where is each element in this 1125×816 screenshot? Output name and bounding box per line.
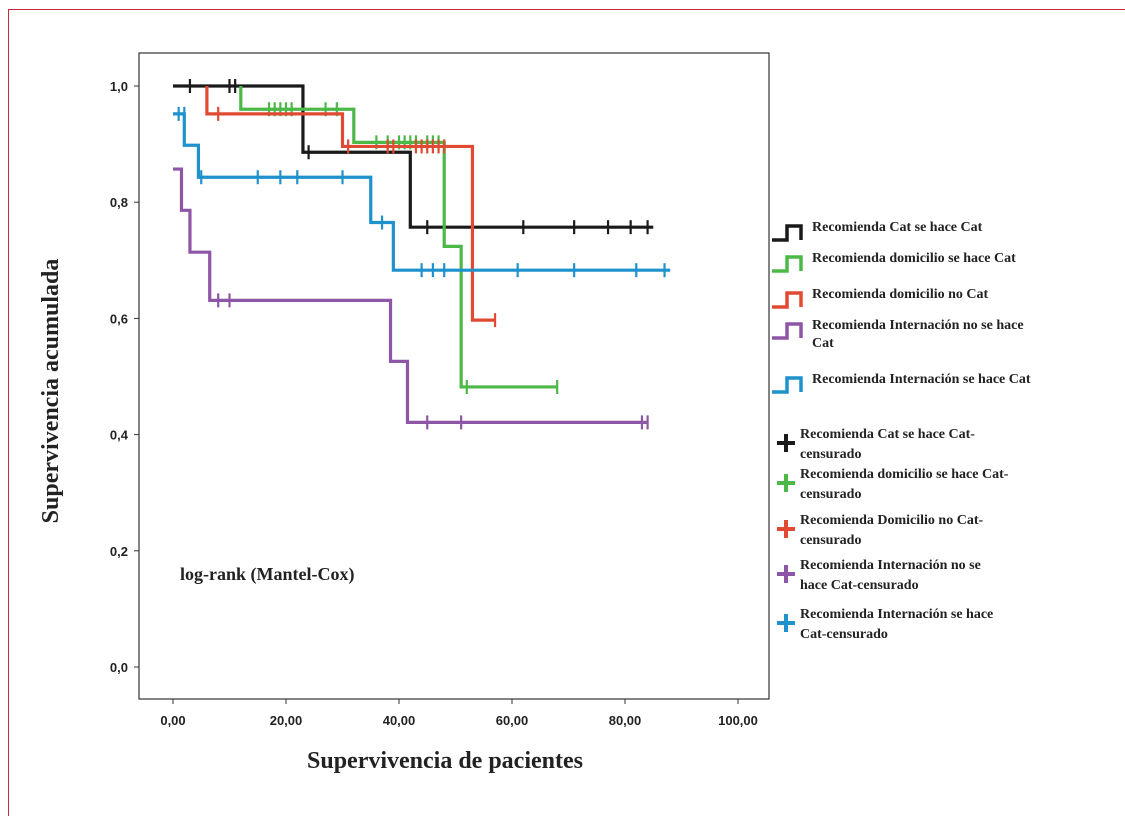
legend-label: hace Cat-censurado bbox=[800, 578, 919, 593]
legend-label: Recomienda Internación no se hace bbox=[812, 318, 1024, 333]
legend-label: Recomienda Internación no se bbox=[800, 558, 981, 573]
y-tick-label: 0,0 bbox=[110, 660, 128, 675]
x-axis-title: Supervivencia de pacientes bbox=[307, 748, 583, 774]
legend-line-swatch bbox=[772, 291, 803, 309]
legend-label: Recomienda Internación se hace Cat bbox=[812, 372, 1031, 387]
legend: Recomienda Cat se hace Cat Recomienda dom… bbox=[772, 220, 1031, 642]
legend-label: Recomienda Cat se hace Cat bbox=[812, 220, 983, 235]
series-line-4 bbox=[173, 167, 648, 424]
legend-line-swatch bbox=[772, 376, 803, 394]
legend-line-swatch bbox=[772, 322, 803, 340]
y-tick-label: 1,0 bbox=[110, 79, 128, 94]
plot-area bbox=[138, 52, 770, 700]
x-tick-label: 100,00 bbox=[718, 713, 758, 728]
legend-label: Cat-censurado bbox=[800, 627, 888, 642]
x-tick-label: 80,00 bbox=[609, 713, 642, 728]
y-tick-label: 0,4 bbox=[110, 428, 129, 443]
legend-label: censurado bbox=[800, 447, 861, 462]
legend-label: censurado bbox=[800, 487, 861, 502]
x-tick-label: 0,00 bbox=[160, 713, 185, 728]
legend-label: Recomienda Internación se hace bbox=[800, 607, 993, 622]
series-line-1 bbox=[173, 84, 654, 229]
legend-label: Recomienda domicilio se hace Cat bbox=[812, 251, 1016, 266]
legend-line-swatch bbox=[772, 224, 803, 242]
x-tick-label: 40,00 bbox=[383, 713, 416, 728]
legend-label: Recomienda domicilio se hace Cat- bbox=[800, 467, 1009, 482]
series-layer bbox=[173, 79, 671, 430]
y-tick-label: 0,2 bbox=[110, 544, 128, 559]
figure-frame bbox=[8, 9, 1125, 816]
legend-label: Recomienda domicilio no Cat bbox=[812, 287, 988, 302]
y-tick-label: 0,6 bbox=[110, 311, 128, 326]
legend-label: Recomienda Domicilio no Cat- bbox=[800, 513, 983, 528]
x-tick-label: 20,00 bbox=[270, 713, 303, 728]
y-tick-label: 0,8 bbox=[110, 195, 128, 210]
x-tick-label: 60,00 bbox=[496, 713, 529, 728]
legend-label: Recomienda Cat se hace Cat- bbox=[800, 427, 975, 442]
series-line-3 bbox=[205, 86, 496, 322]
test-annotation: log-rank (Mantel-Cox) bbox=[180, 564, 354, 585]
legend-line-swatch bbox=[772, 255, 803, 273]
y-axis-title: Supervivencia acumulada bbox=[38, 259, 64, 524]
legend-label: Cat bbox=[812, 336, 834, 351]
axis-ticks: 0,00 20,00 40,00 60,00 80,00 100,00 0,0 0,2 0,4 0… bbox=[110, 79, 758, 728]
series-line-5 bbox=[173, 112, 671, 272]
legend-label: censurado bbox=[800, 533, 861, 548]
